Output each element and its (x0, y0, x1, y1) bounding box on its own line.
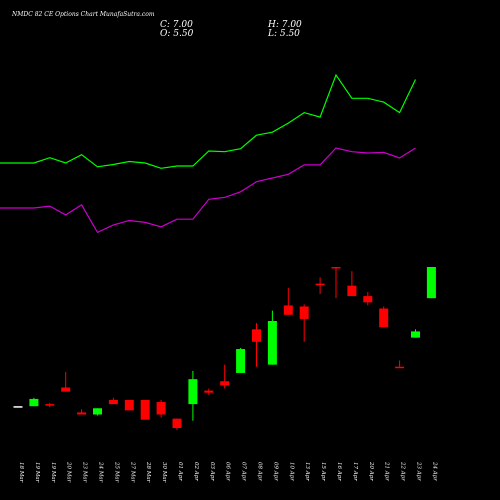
close-value: C: 7.00 (160, 20, 193, 30)
x-tick-label: 16 Apr (336, 462, 342, 481)
lower-line (0, 147, 416, 234)
candle (124, 399, 134, 411)
candle-body (140, 399, 150, 420)
candle-body (188, 379, 198, 405)
candle-body (411, 331, 420, 338)
candle (426, 267, 436, 299)
x-axis-labels: 18 Mar 19 Mar 19 Mar 20 Mar 23 Mar 24 Mar 25 M… (18, 461, 437, 483)
x-tick-label: 15 Apr (320, 462, 326, 481)
candle (140, 399, 150, 420)
x-tick-label: 24 Apr (431, 461, 437, 481)
candle-body (379, 308, 389, 328)
candle-body (283, 305, 293, 315)
candle-body (395, 366, 405, 369)
candle-body (156, 402, 166, 415)
candle-body (220, 381, 230, 386)
candle-body (93, 408, 102, 415)
candle (331, 267, 341, 299)
candle-body (252, 329, 261, 342)
candle-body (426, 267, 436, 299)
x-tick-label: 21 Apr (384, 461, 390, 481)
candle (315, 277, 325, 295)
candle (13, 406, 23, 408)
candle-body (77, 412, 87, 415)
x-tick-label: 07 Apr (241, 462, 247, 481)
candle (363, 291, 373, 306)
x-tick-label: 08 Apr (257, 462, 263, 481)
x-tick-label: 25 Mar (113, 461, 119, 483)
candle (220, 364, 230, 389)
candle (188, 370, 198, 421)
low-value: L: 5.50 (267, 29, 300, 39)
candle-body (45, 404, 55, 406)
candle (77, 409, 87, 415)
candle (61, 371, 71, 392)
candle (267, 310, 277, 365)
x-tick-label: 17 Apr (352, 462, 358, 481)
x-tick-label: 23 Apr (416, 461, 422, 481)
candles (13, 267, 436, 431)
candle-body (13, 406, 23, 408)
x-tick-label: 24 Mar (98, 461, 104, 483)
x-tick-label: 19 Mar (34, 462, 40, 483)
high-value: H: 7.00 (267, 20, 302, 30)
x-tick-label: 13 Apr (304, 462, 310, 481)
x-tick-label: 09 Apr (272, 462, 278, 481)
x-tick-label: 19 Mar (50, 462, 56, 483)
candle (283, 287, 293, 315)
open-value: O: 5.50 (160, 29, 194, 39)
candle (347, 271, 357, 297)
candle (411, 329, 420, 338)
candle (156, 399, 166, 418)
x-tick-label: 23 Mar (82, 461, 88, 483)
candle-body (299, 306, 309, 319)
x-tick-label: 18 Mar (18, 462, 24, 483)
x-tick-label: 02 Apr (193, 462, 199, 481)
candle-body (363, 296, 373, 303)
candle (379, 306, 389, 328)
candle-body (347, 285, 357, 297)
candle-body (331, 267, 341, 269)
candle-body (108, 399, 118, 405)
candle-body (236, 349, 246, 373)
x-tick-label: 22 Apr (400, 461, 406, 481)
indicator-lines (0, 73, 417, 234)
candle-body (315, 283, 325, 286)
x-tick-label: 03 Apr (209, 462, 215, 481)
x-tick-label: 06 Apr (225, 462, 231, 481)
x-tick-label: 10 Apr (288, 462, 294, 481)
candle-body (29, 398, 39, 407)
candle-body (124, 399, 134, 411)
candle (236, 348, 246, 373)
chart-title: NMDC 82 CE Options Chart MunafaSutra.com (11, 11, 155, 18)
candle (204, 388, 214, 395)
candle-body (267, 321, 277, 365)
x-tick-label: 01 Apr (177, 462, 183, 481)
candle-body (204, 390, 214, 393)
candle (93, 408, 102, 416)
candle (108, 397, 118, 405)
upper-line (0, 73, 417, 169)
x-tick-label: 20 Apr (368, 461, 374, 481)
candle-body (61, 387, 71, 392)
candle (172, 418, 182, 431)
candle (45, 403, 55, 408)
x-tick-label: 20 Mar (66, 461, 72, 483)
candle (395, 360, 405, 369)
x-tick-label: 27 Mar (129, 461, 135, 483)
x-tick-label: 28 Mar (145, 461, 151, 483)
x-tick-label: 30 Mar (161, 462, 167, 483)
candle-body (172, 418, 182, 428)
candle (252, 323, 261, 367)
candle (299, 304, 309, 342)
candle (29, 397, 39, 407)
